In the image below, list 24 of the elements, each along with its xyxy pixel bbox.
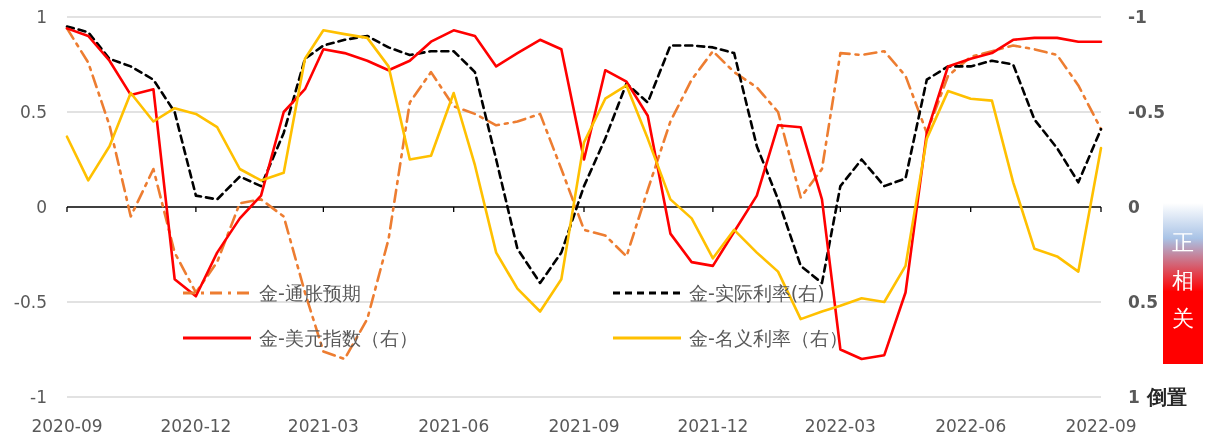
legend-label: 金-美元指数（右） bbox=[259, 327, 418, 349]
legend-label: 金-名义利率（右） bbox=[689, 327, 848, 349]
y2-tick-label: -0.5 bbox=[1128, 102, 1166, 122]
y-tick-label: 0.5 bbox=[19, 102, 47, 122]
x-tick-label: 2020-09 bbox=[31, 416, 103, 436]
x-tick-label: 2021-09 bbox=[548, 416, 620, 436]
x-tick-label: 2022-06 bbox=[935, 416, 1007, 436]
y2-tick-label: 0.5 bbox=[1128, 292, 1159, 312]
text: 倒置 bbox=[1146, 385, 1187, 409]
y-tick-label: 0 bbox=[36, 197, 47, 217]
x-tick-label: 2022-03 bbox=[804, 416, 876, 436]
y-tick-label: 1 bbox=[36, 7, 47, 27]
x-tick-label: 2021-06 bbox=[418, 416, 490, 436]
y-tick-label: -1 bbox=[30, 387, 47, 407]
x-tick-label: 2021-03 bbox=[287, 416, 359, 436]
legend-label: 金-通胀预期 bbox=[259, 282, 361, 304]
y2-tick-label: 1 bbox=[1128, 387, 1140, 407]
text: 正相关 bbox=[1172, 230, 1194, 331]
x-tick-label: 2020-12 bbox=[160, 416, 232, 436]
x-tick-label: 2021-12 bbox=[677, 416, 749, 436]
y-tick-label: -0.5 bbox=[13, 292, 47, 312]
x-tick-label: 2022-09 bbox=[1065, 416, 1137, 436]
y2-tick-label: -1 bbox=[1128, 7, 1147, 27]
y2-tick-label: 0 bbox=[1128, 197, 1140, 217]
